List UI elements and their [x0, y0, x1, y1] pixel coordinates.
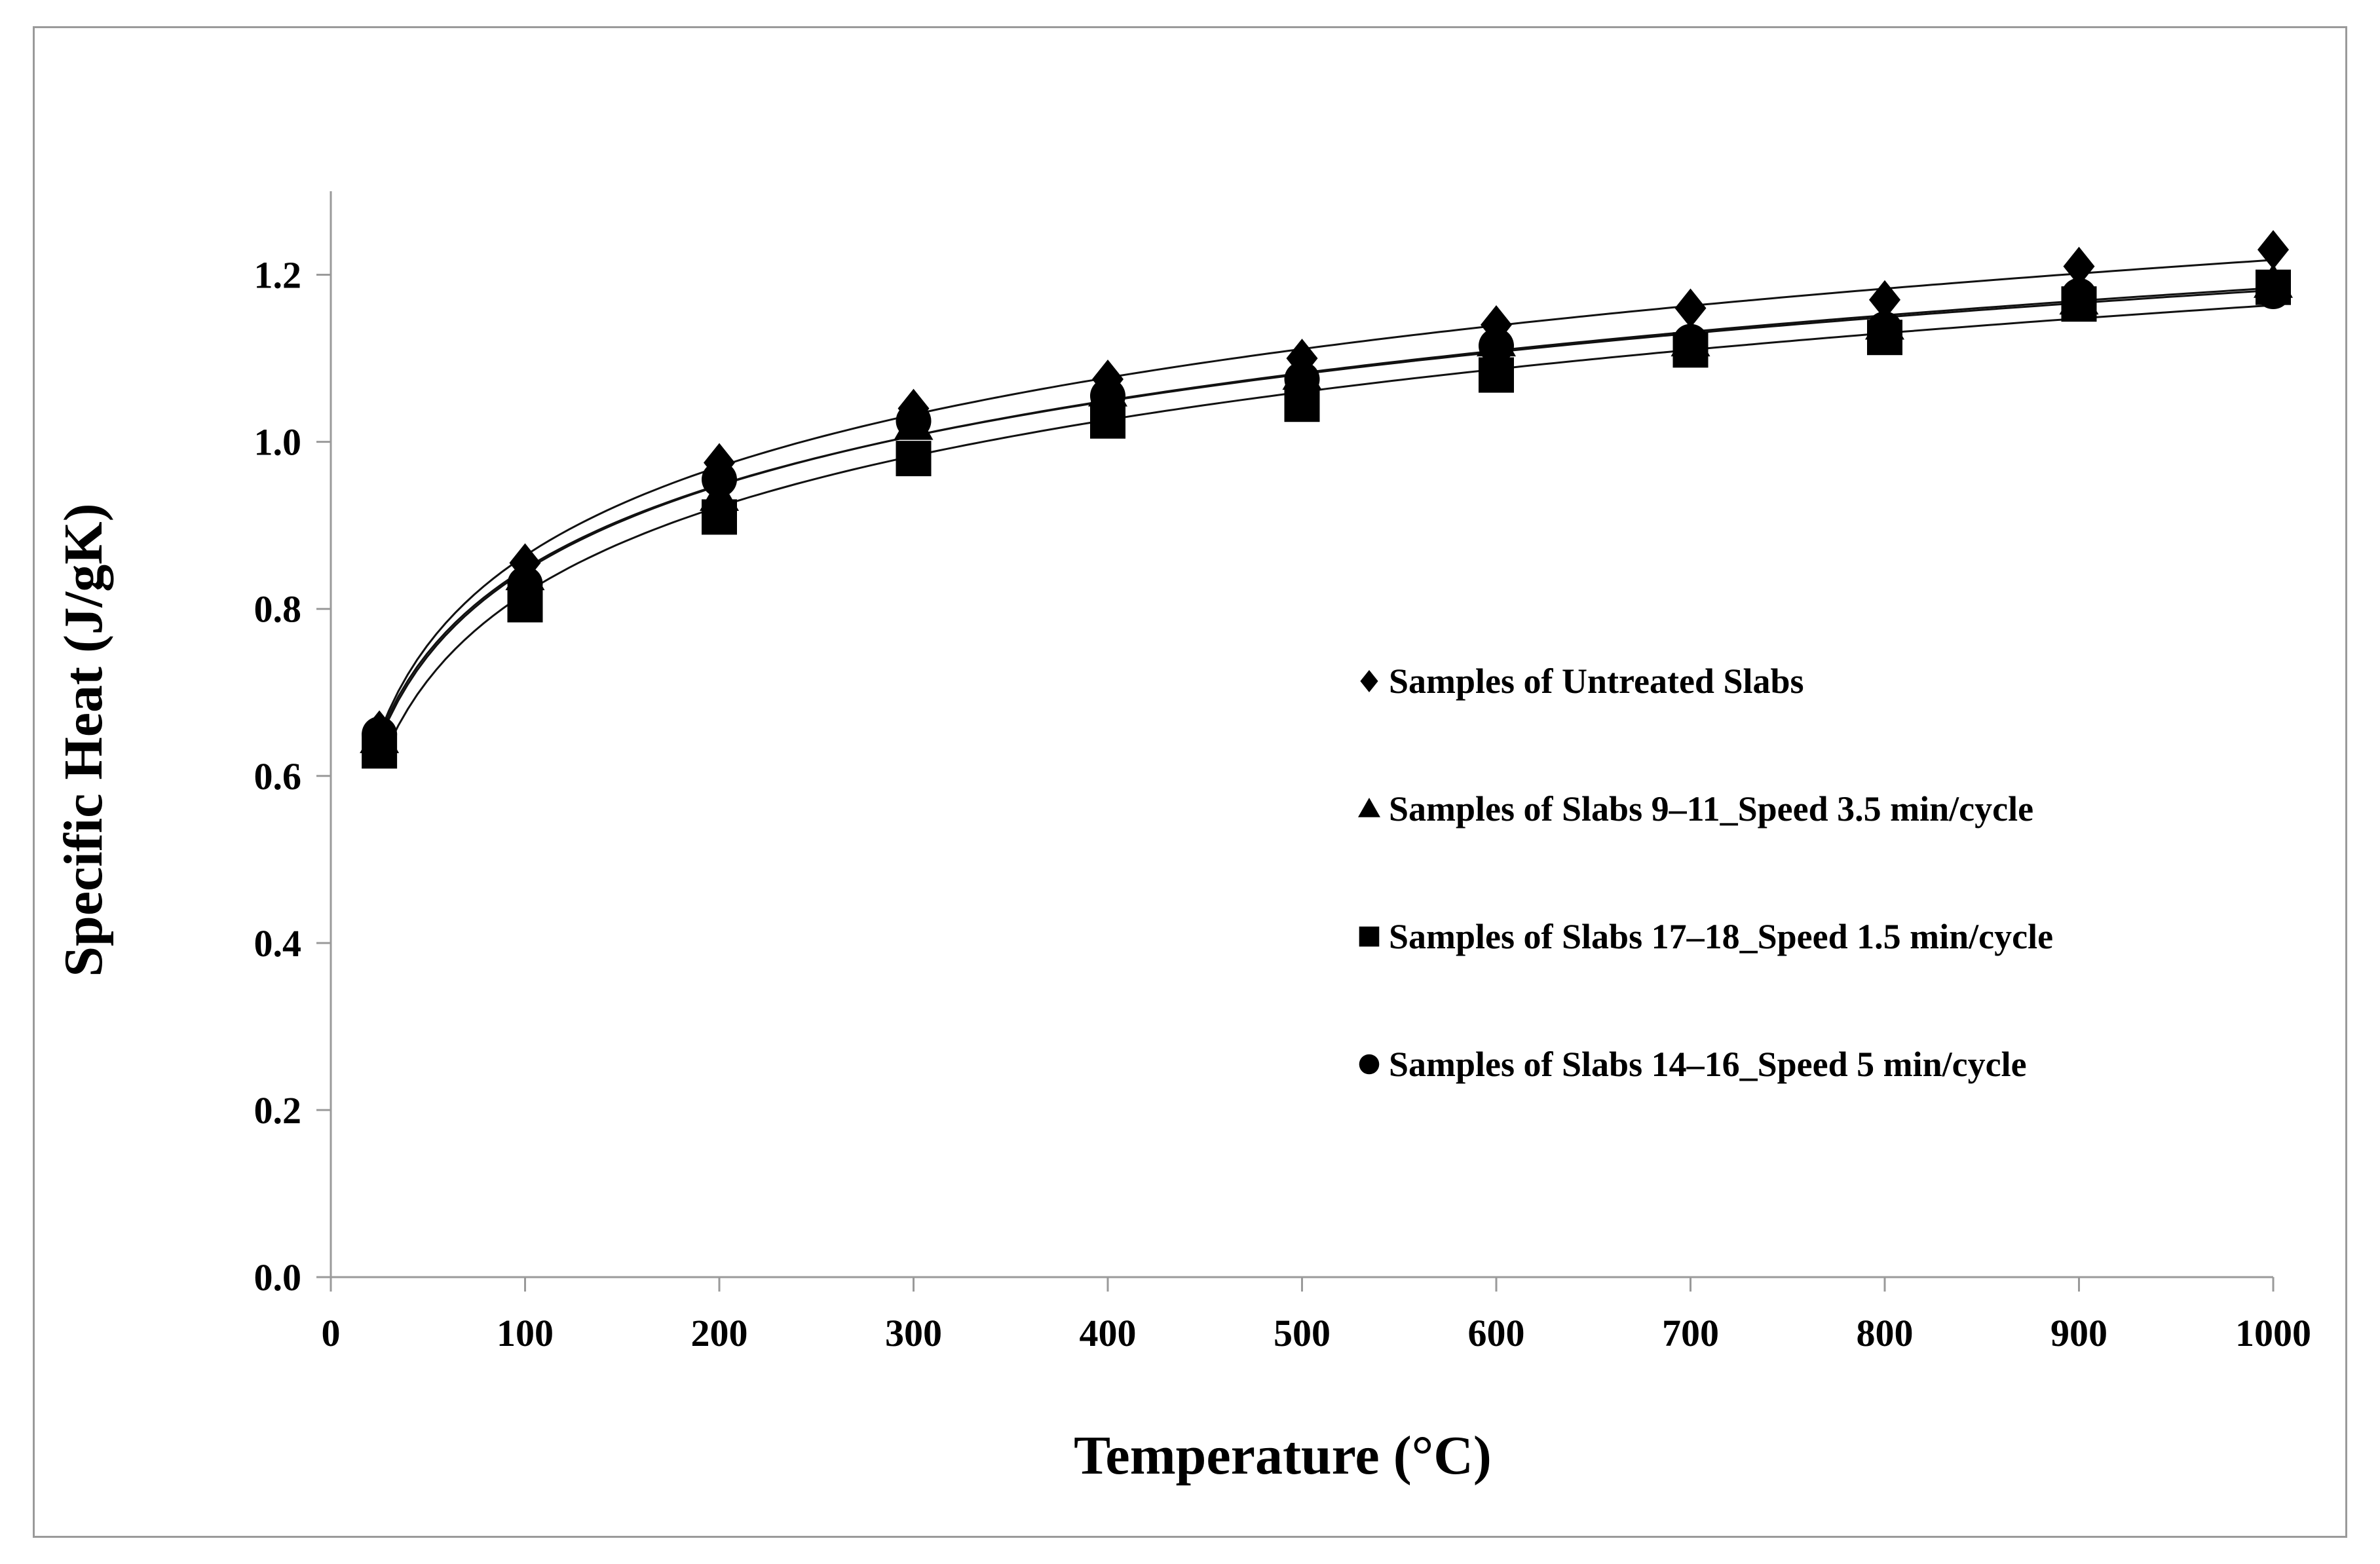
legend-label: Samples of Slabs 9–11_Speed 3.5 min/cycl…: [1389, 789, 2033, 829]
circle-marker: [2061, 278, 2097, 314]
x-tick-label: 1000: [2235, 1312, 2311, 1354]
x-tick-label: 400: [1080, 1312, 1137, 1354]
y-tick-label: 0.0: [254, 1256, 302, 1299]
y-tick-label: 0.2: [254, 1089, 302, 1132]
x-tick-label: 900: [2050, 1312, 2107, 1354]
x-tick-label: 300: [885, 1312, 942, 1354]
square-marker: [1359, 926, 1380, 947]
diamond-marker: [1481, 305, 1512, 345]
trendline: [378, 259, 2274, 734]
circle-marker: [1867, 311, 1902, 347]
trendlines: [378, 259, 2274, 768]
circle-marker: [1284, 361, 1320, 397]
diamond-marker: [897, 388, 930, 428]
diamond-marker: [364, 710, 396, 750]
diamond-marker: [704, 443, 735, 483]
y-tick-label: 1.0: [254, 421, 302, 464]
x-tick-label: 600: [1468, 1312, 1525, 1354]
circle-marker: [1672, 324, 1709, 360]
data-markers: [360, 230, 2293, 769]
x-tick-label: 800: [1857, 1312, 1914, 1354]
y-axis-title: Specific Heat (J/gK): [53, 503, 114, 977]
figure-frame: [33, 26, 2347, 1538]
y-tick-label: 0.4: [254, 922, 302, 965]
circle-marker: [1359, 1054, 1380, 1075]
y-tick-label: 1.2: [254, 254, 302, 297]
y-tick-label: 0.8: [254, 588, 302, 631]
legend-label: Samples of Slabs 14–16_Speed 5 min/cycle: [1389, 1045, 2027, 1084]
x-tick-label: 700: [1662, 1312, 1719, 1354]
diamond-marker: [1286, 339, 1318, 379]
diamond-marker: [2063, 246, 2095, 286]
x-tick-label: 200: [691, 1312, 748, 1354]
legend-label: Samples of Slabs 17–18_Speed 1.5 min/cyc…: [1389, 917, 2053, 956]
diamond-marker: [1869, 280, 1900, 320]
trendline: [378, 304, 2274, 768]
diamond-marker: [1092, 359, 1124, 399]
triangle-marker: [1358, 798, 1380, 817]
legend: Samples of Untreated Slabs Samples of Sla…: [1358, 661, 2053, 1084]
circle-marker: [2256, 274, 2291, 310]
trendline: [378, 289, 2274, 737]
diamond-marker: [1674, 288, 1707, 328]
diamond-marker: [2257, 230, 2289, 270]
diamond-marker: [1360, 670, 1378, 692]
legend-label: Samples of Untreated Slabs: [1389, 661, 1804, 701]
circle-marker: [1479, 327, 1514, 363]
x-tick-label: 0: [322, 1312, 341, 1354]
axes: 0 100 200 300 400 500 600 700 800 900 1000 0.0 0.2 0.…: [254, 191, 2311, 1354]
x-axis-title: Temperature (°C): [1074, 1425, 1492, 1486]
trendline: [378, 287, 2274, 741]
x-tick-label: 500: [1274, 1312, 1331, 1354]
y-tick-label: 0.6: [254, 755, 302, 798]
circle-marker: [507, 566, 543, 602]
x-tick-label: 100: [497, 1312, 554, 1354]
diamond-marker: [509, 543, 541, 583]
square-marker: [896, 441, 932, 477]
